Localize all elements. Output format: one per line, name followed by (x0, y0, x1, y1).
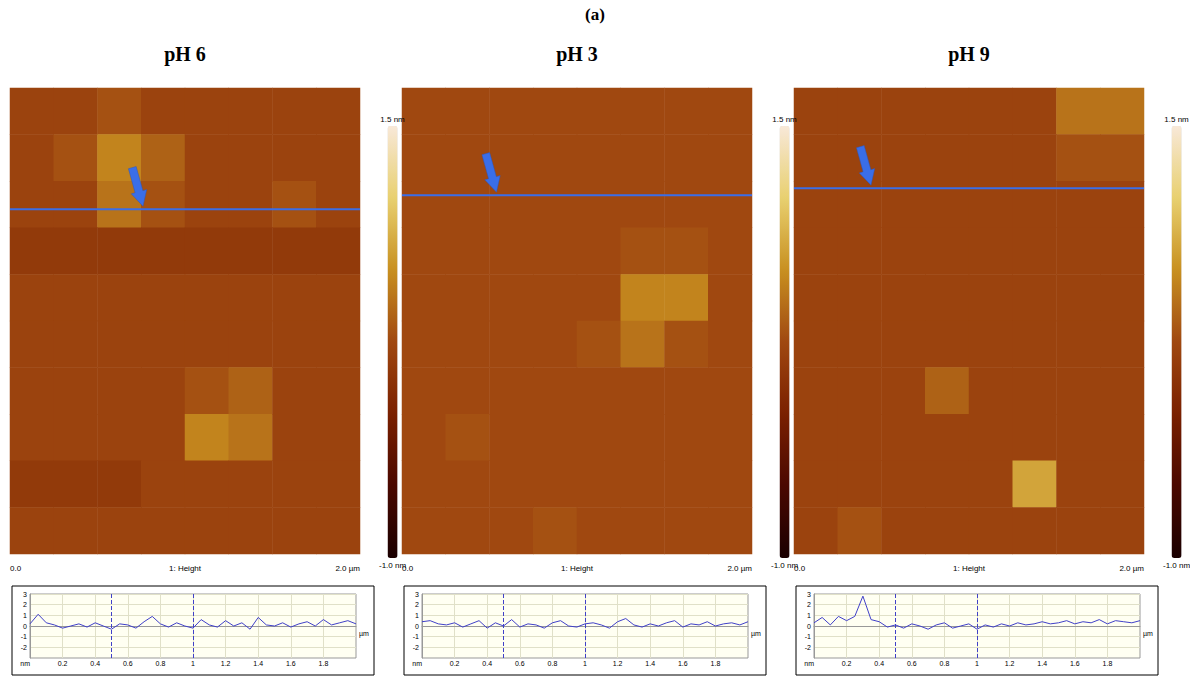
svg-text:1.6: 1.6 (678, 660, 688, 667)
svg-text:0.8: 0.8 (548, 660, 558, 667)
svg-text:3: 3 (807, 591, 811, 598)
svg-text:1.4: 1.4 (253, 660, 263, 667)
svg-text:0: 0 (415, 623, 419, 630)
svg-text:2: 2 (807, 601, 811, 608)
svg-text:0.6: 0.6 (123, 660, 133, 667)
svg-text:nm: nm (20, 660, 30, 667)
svg-text:-1: -1 (805, 633, 811, 640)
svg-text:1.8: 1.8 (319, 660, 329, 667)
svg-text:3: 3 (415, 591, 419, 598)
svg-text:0.4: 0.4 (874, 660, 884, 667)
svg-text:2.0 µm: 2.0 µm (335, 564, 360, 573)
svg-text:µm: µm (751, 630, 761, 638)
svg-text:-1.0 nm: -1.0 nm (771, 561, 798, 570)
svg-text:0.2: 0.2 (58, 660, 68, 667)
svg-text:-1.0 nm: -1.0 nm (1163, 561, 1190, 570)
svg-text:1.6: 1.6 (1070, 660, 1080, 667)
svg-text:1.4: 1.4 (1037, 660, 1047, 667)
svg-text:nm: nm (804, 660, 814, 667)
svg-text:0.4: 0.4 (482, 660, 492, 667)
svg-text:1.2: 1.2 (1005, 660, 1015, 667)
svg-text:µm: µm (1143, 630, 1153, 638)
svg-text:2: 2 (415, 601, 419, 608)
svg-text:1: 1 (975, 660, 979, 667)
svg-text:1: 1 (191, 660, 195, 667)
svg-text:0.2: 0.2 (842, 660, 852, 667)
svg-text:0.0: 0.0 (794, 563, 806, 573)
svg-text:0.0: 0.0 (10, 564, 22, 573)
svg-text:2.0 µm: 2.0 µm (1119, 564, 1144, 573)
svg-text:1: 1 (23, 612, 27, 619)
svg-text:1.5 nm: 1.5 nm (1164, 115, 1189, 124)
svg-text:1: Height: 1: Height (561, 564, 594, 573)
svg-text:µm: µm (359, 630, 369, 638)
svg-text:0.8: 0.8 (940, 660, 950, 667)
svg-text:1: Height: 1: Height (169, 564, 202, 573)
svg-text:2.0 µm: 2.0 µm (727, 564, 752, 573)
svg-text:1.2: 1.2 (221, 660, 231, 667)
svg-text:1: 1 (415, 612, 419, 619)
svg-text:-1: -1 (21, 633, 27, 640)
svg-text:0: 0 (23, 623, 27, 630)
svg-text:pH 6: pH 6 (164, 43, 206, 66)
svg-text:1.6: 1.6 (286, 660, 296, 667)
svg-text:pH 9: pH 9 (948, 43, 990, 66)
svg-text:-2: -2 (21, 644, 27, 651)
svg-text:1.5 nm: 1.5 nm (772, 115, 797, 124)
svg-text:-1: -1 (413, 633, 419, 640)
svg-text:-2: -2 (413, 644, 419, 651)
svg-text:1: Height: 1: Height (953, 564, 986, 573)
svg-text:0.0: 0.0 (402, 563, 414, 573)
svg-text:0.6: 0.6 (907, 660, 917, 667)
svg-text:-2: -2 (805, 644, 811, 651)
svg-text:1: 1 (807, 612, 811, 619)
svg-text:1.8: 1.8 (1103, 660, 1113, 667)
svg-text:1.4: 1.4 (645, 660, 655, 667)
svg-text:pH 3: pH 3 (556, 43, 598, 66)
svg-text:1.8: 1.8 (711, 660, 721, 667)
svg-text:1.5 nm: 1.5 nm (380, 115, 405, 124)
svg-text:0.6: 0.6 (515, 660, 525, 667)
svg-text:3: 3 (23, 591, 27, 598)
svg-text:1.2: 1.2 (613, 660, 623, 667)
svg-text:0.2: 0.2 (450, 660, 460, 667)
svg-text:1: 1 (583, 660, 587, 667)
svg-text:0.4: 0.4 (90, 660, 100, 667)
svg-text:2: 2 (23, 601, 27, 608)
svg-text:0.8: 0.8 (156, 660, 166, 667)
svg-text:nm: nm (412, 660, 422, 667)
svg-text:-1.0 nm: -1.0 nm (379, 561, 406, 570)
svg-text:0: 0 (807, 623, 811, 630)
svg-text:(a): (a) (585, 5, 605, 24)
